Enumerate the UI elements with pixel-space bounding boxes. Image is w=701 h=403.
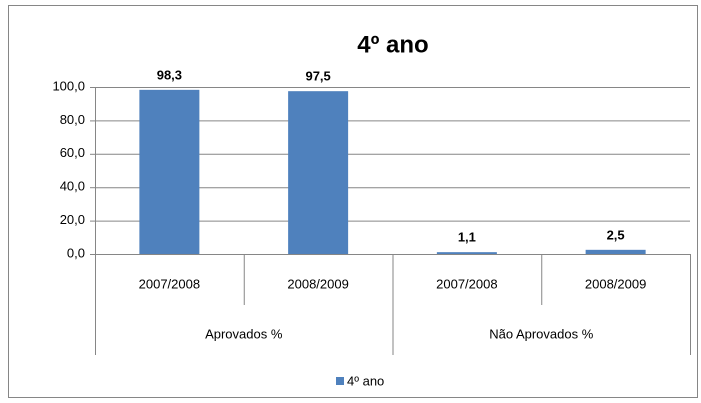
group-label: Não Aprovados % — [489, 326, 594, 341]
x-tick-label: 2008/2009 — [585, 276, 646, 291]
bar — [288, 91, 349, 254]
x-tick-label: 2007/2008 — [139, 276, 200, 291]
bar — [139, 89, 200, 255]
y-tick-label: 0,0 — [67, 245, 85, 260]
bar — [436, 252, 497, 254]
y-tick-label: 80,0 — [60, 112, 85, 127]
legend-label: 4º ano — [347, 373, 384, 388]
chart-frame — [8, 5, 698, 398]
data-label: 2,5 — [607, 227, 625, 242]
bar — [585, 249, 646, 254]
y-tick-label: 60,0 — [60, 145, 85, 160]
data-label: 1,1 — [458, 230, 476, 245]
group-label: Aprovados % — [205, 326, 283, 341]
y-tick-label: 100,0 — [52, 78, 85, 93]
data-label: 97,5 — [305, 69, 330, 84]
y-tick-label: 40,0 — [60, 179, 85, 194]
data-label: 98,3 — [157, 67, 182, 82]
x-tick-label: 2008/2009 — [287, 276, 348, 291]
x-tick-label: 2007/2008 — [436, 276, 497, 291]
legend-swatch — [336, 377, 344, 385]
y-tick-label: 20,0 — [60, 212, 85, 227]
chart-title: 4º ano — [357, 31, 428, 58]
